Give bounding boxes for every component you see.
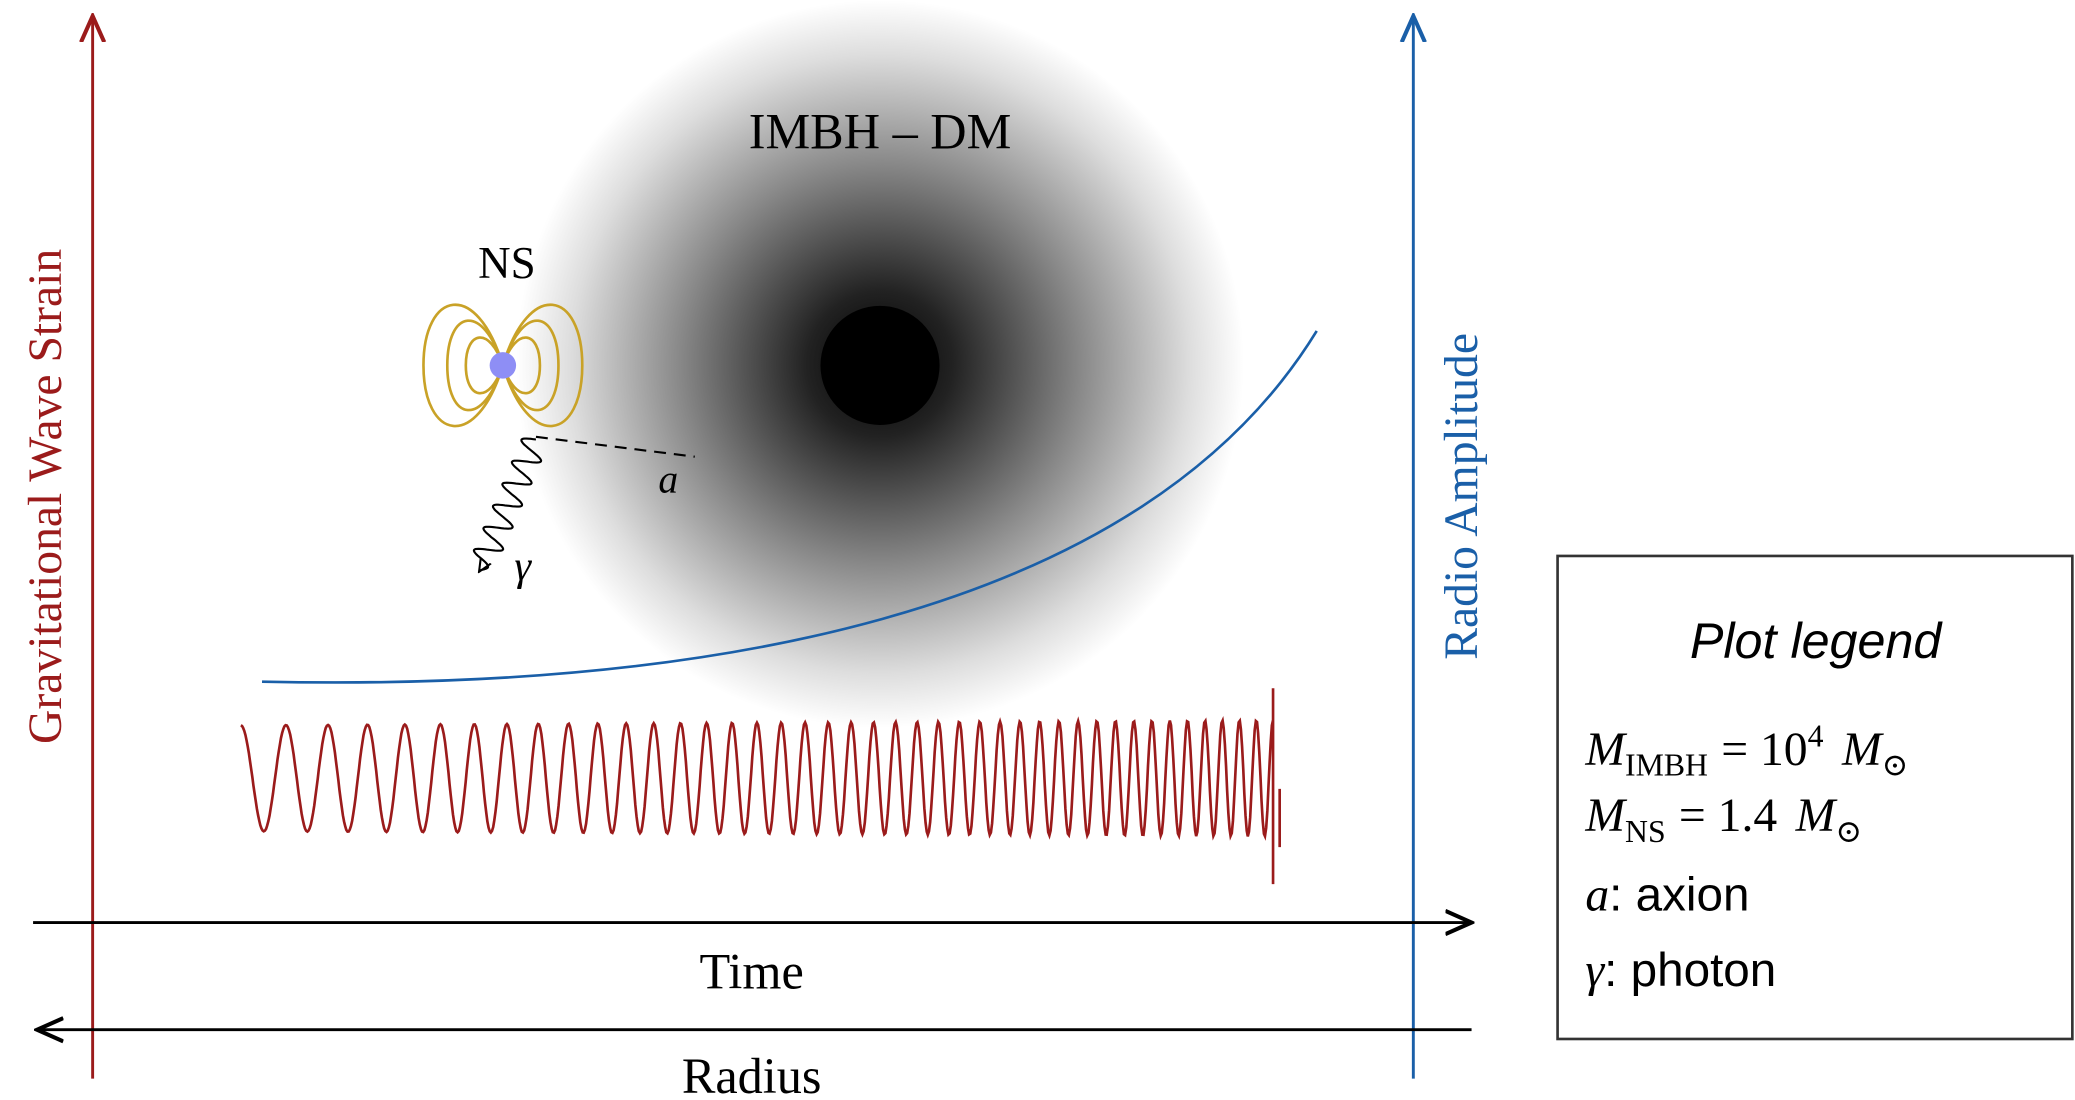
neutron-star [489,352,517,379]
superscript: 4 [1808,719,1824,754]
axion-line [535,435,695,458]
rhs: = 1.4 [1679,790,1777,842]
unit: M [1795,790,1838,842]
legend-box [1556,554,2074,1041]
axion-label: a [658,457,678,501]
unit-subscript: ⊙ [1882,748,1909,783]
time-label: Time [700,944,804,1000]
symbol: γ [1585,945,1605,997]
subscript: NS [1625,814,1666,849]
gw-chirp [240,688,1281,885]
gw-axis-label: Gravitational Wave Strain [20,249,72,744]
legend-entry: a: axion [1585,869,1749,922]
radius-label: Radius [682,1048,822,1100]
legend-entry: MNS = 1.4 M⊙ [1584,790,1862,849]
photon-wave [472,437,543,572]
legend-entry: γ: photon [1585,944,1776,997]
imbh [820,305,940,425]
description: : photon [1604,944,1776,997]
unit-subscript: ⊙ [1835,814,1862,849]
rhs: = 10 [1721,724,1807,776]
halo-label: IMBH – DM [749,103,1012,159]
radio-curve [261,330,1318,684]
symbol: M [1584,790,1627,842]
legend-title: Plot legend [1690,612,1944,669]
ns-field [422,303,584,428]
ns-label: NS [478,238,536,288]
unit: M [1841,724,1884,776]
legend-entry: MIMBH = 104 M⊙ [1584,719,1908,783]
symbol: a [1585,870,1609,922]
description: : axion [1609,869,1749,922]
radio-axis-label: Radio Amplitude [1436,333,1488,660]
photon-label: γ [514,543,532,590]
subscript: IMBH [1625,748,1708,783]
symbol: M [1584,724,1627,776]
